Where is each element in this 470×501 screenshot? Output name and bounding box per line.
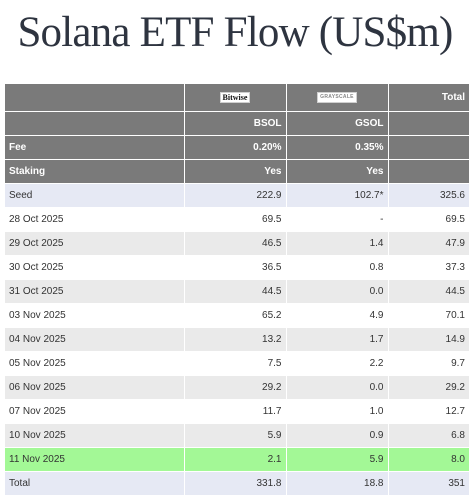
gsol-flow-cell: 1.4 [286, 231, 389, 256]
fee-label: Fee [5, 135, 185, 160]
ticker-bsol: BSOL [184, 111, 287, 136]
table-row: 05 Nov 2025 7.5 2.2 9.7 [5, 351, 469, 376]
total-flow-cell: 6.8 [388, 423, 469, 448]
page-title: Solana ETF Flow (US$m) [17, 9, 453, 56]
gsol-flow-cell: 18.8 [286, 471, 389, 495]
bsol-flow-cell: 222.9 [184, 183, 287, 208]
header-empty-cell [5, 84, 185, 112]
date-cell: 10 Nov 2025 [5, 423, 185, 448]
total-flow-cell: 69.5 [388, 207, 469, 232]
total-flow-cell: 12.7 [388, 399, 469, 424]
ticker-gsol: GSOL [286, 111, 389, 136]
total-row: Total 331.8 18.8 351 [5, 471, 469, 495]
table-row: 29 Oct 2025 46.5 1.4 47.9 [5, 231, 469, 256]
gsol-flow-cell: 102.7* [286, 183, 389, 208]
date-cell: 29 Oct 2025 [5, 231, 185, 256]
bsol-flow-cell: 69.5 [184, 207, 287, 232]
total-flow-cell: 351 [388, 471, 469, 495]
bsol-flow-cell: 44.5 [184, 279, 287, 304]
bsol-flow-cell: 7.5 [184, 351, 287, 376]
gsol-flow-cell: - [286, 207, 389, 232]
date-cell: 28 Oct 2025 [5, 207, 185, 232]
staking-label: Staking [5, 159, 185, 184]
total-flow-cell: 37.3 [388, 255, 469, 280]
staking-bsol: Yes [184, 159, 287, 184]
bsol-flow-cell: 36.5 [184, 255, 287, 280]
table-row: 06 Nov 2025 29.2 0.0 29.2 [5, 375, 469, 400]
date-cell: 11 Nov 2025 [5, 447, 185, 472]
date-cell: 06 Nov 2025 [5, 375, 185, 400]
gsol-flow-cell: 1.7 [286, 327, 389, 352]
table-row: 31 Oct 2025 44.5 0.0 44.5 [5, 279, 469, 304]
header-staking-row: Staking Yes Yes [5, 159, 469, 184]
bsol-flow-cell: 46.5 [184, 231, 287, 256]
fee-total-cell [388, 135, 469, 160]
bsol-flow-cell: 331.8 [184, 471, 287, 495]
total-column-header: Total [388, 84, 469, 112]
total-flow-cell: 44.5 [388, 279, 469, 304]
fee-bsol: 0.20% [184, 135, 287, 160]
etf-flow-table: Bitwise GRAYSCALE Total BSOL GSOL Fee 0.… [5, 84, 469, 495]
total-flow-cell: 325.6 [388, 183, 469, 208]
gsol-flow-cell: 0.9 [286, 423, 389, 448]
gsol-flow-cell: 1.0 [286, 399, 389, 424]
table-row: 11 Nov 2025 2.1 5.9 8.0 [5, 447, 469, 472]
bsol-flow-cell: 29.2 [184, 375, 287, 400]
ticker-total-cell [388, 111, 469, 136]
staking-gsol: Yes [286, 159, 389, 184]
table-row: 28 Oct 2025 69.5-69.5 [5, 207, 469, 232]
grayscale-logo-cell: GRAYSCALE [286, 84, 389, 112]
staking-total-cell [388, 159, 469, 184]
header-logo-row: Bitwise GRAYSCALE Total [5, 84, 469, 112]
table-row: 03 Nov 2025 65.2 4.9 70.1 [5, 303, 469, 328]
gsol-flow-cell: 2.2 [286, 351, 389, 376]
grayscale-logo: GRAYSCALE [317, 91, 357, 103]
date-cell: 05 Nov 2025 [5, 351, 185, 376]
table-row: 10 Nov 2025 5.9 0.9 6.8 [5, 423, 469, 448]
date-cell: 07 Nov 2025 [5, 399, 185, 424]
table-row: 07 Nov 2025 11.7 1.0 12.7 [5, 399, 469, 424]
gsol-flow-cell: 0.8 [286, 255, 389, 280]
date-cell: 30 Oct 2025 [5, 255, 185, 280]
bsol-flow-cell: 13.2 [184, 327, 287, 352]
bsol-flow-cell: 65.2 [184, 303, 287, 328]
date-cell: 31 Oct 2025 [5, 279, 185, 304]
date-cell: 04 Nov 2025 [5, 327, 185, 352]
seed-row: Seed 222.9 102.7* 325.6 [5, 183, 469, 208]
flow-rows: Seed 222.9 102.7* 325.6 28 Oct 2025 69.5-69.5… [5, 183, 469, 495]
bitwise-logo-cell: Bitwise [184, 84, 287, 112]
bsol-flow-cell: 2.1 [184, 447, 287, 472]
total-flow-cell: 8.0 [388, 447, 469, 472]
date-cell: Total [5, 471, 185, 495]
gsol-flow-cell: 5.9 [286, 447, 389, 472]
ticker-label-cell [5, 111, 185, 136]
gsol-flow-cell: 0.0 [286, 279, 389, 304]
header-fee-row: Fee 0.20% 0.35% [5, 135, 469, 160]
table-row: 04 Nov 2025 13.2 1.7 14.9 [5, 327, 469, 352]
date-cell: Seed [5, 183, 185, 208]
bitwise-logo: Bitwise [219, 91, 251, 103]
gsol-flow-cell: 0.0 [286, 375, 389, 400]
total-flow-cell: 70.1 [388, 303, 469, 328]
bsol-flow-cell: 11.7 [184, 399, 287, 424]
bsol-flow-cell: 5.9 [184, 423, 287, 448]
total-flow-cell: 9.7 [388, 351, 469, 376]
total-flow-cell: 29.2 [388, 375, 469, 400]
total-flow-cell: 47.9 [388, 231, 469, 256]
total-flow-cell: 14.9 [388, 327, 469, 352]
gsol-flow-cell: 4.9 [286, 303, 389, 328]
table-row: 30 Oct 2025 36.5 0.8 37.3 [5, 255, 469, 280]
date-cell: 03 Nov 2025 [5, 303, 185, 328]
header-ticker-row: BSOL GSOL [5, 111, 469, 136]
fee-gsol: 0.35% [286, 135, 389, 160]
